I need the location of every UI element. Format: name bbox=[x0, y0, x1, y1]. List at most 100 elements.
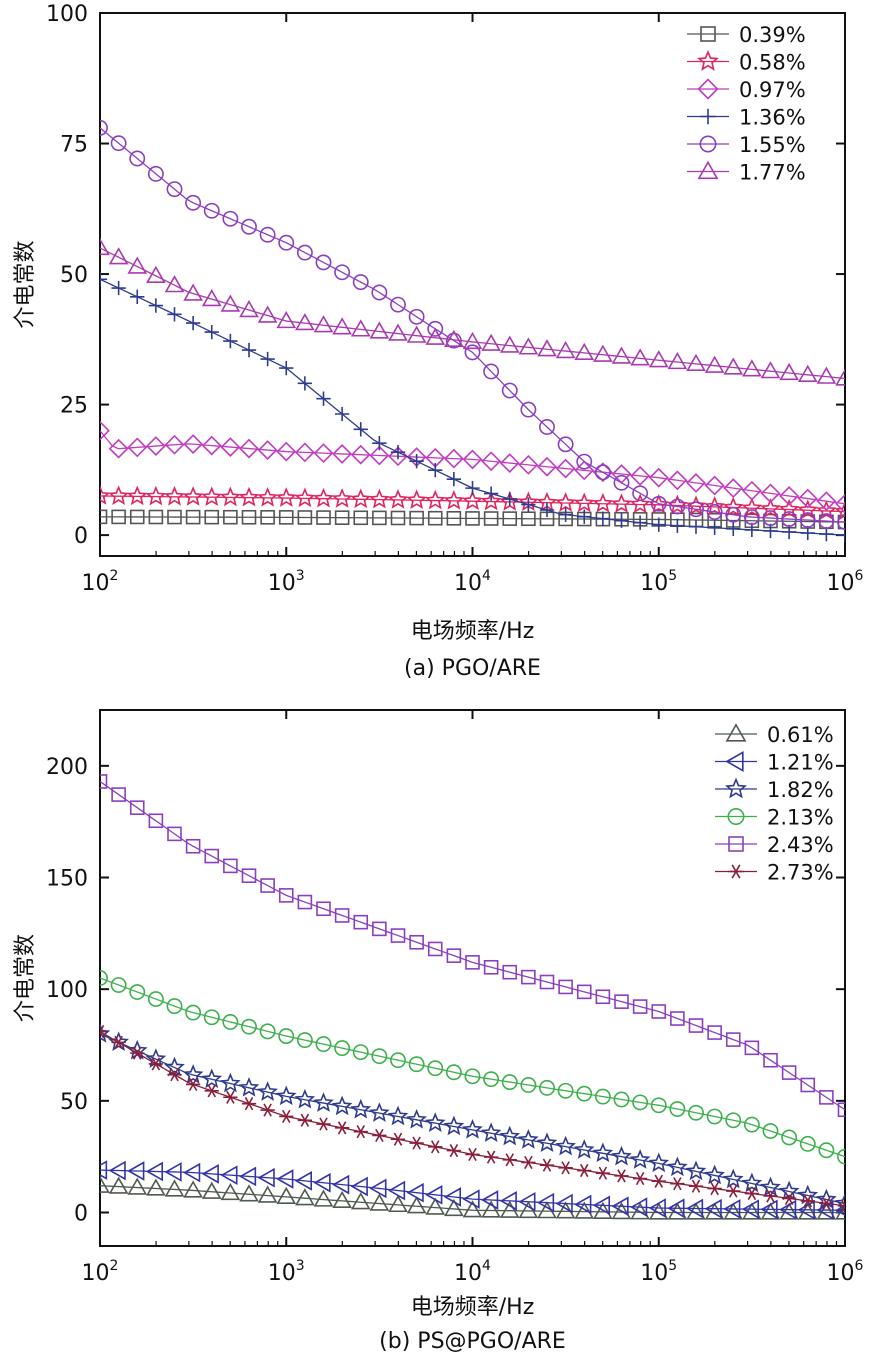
data-point bbox=[278, 234, 295, 251]
data-point bbox=[185, 838, 201, 854]
data-point bbox=[667, 1156, 688, 1177]
legend-label: 1.77% bbox=[739, 161, 806, 185]
data-point bbox=[576, 1085, 593, 1102]
data-point bbox=[185, 194, 202, 211]
legend-label: 2.73% bbox=[767, 861, 834, 885]
data-point bbox=[204, 324, 219, 340]
legend-label: 0.39% bbox=[739, 23, 806, 47]
data-point bbox=[520, 401, 537, 418]
data-point bbox=[390, 1132, 406, 1146]
data-point bbox=[425, 1185, 443, 1205]
data-point bbox=[763, 1189, 778, 1203]
data-point bbox=[185, 315, 201, 331]
data-point bbox=[799, 1135, 816, 1152]
data-point bbox=[201, 486, 223, 506]
data-point bbox=[238, 1166, 257, 1187]
data-point bbox=[353, 422, 368, 437]
data-point bbox=[557, 436, 574, 453]
data-point bbox=[100, 272, 108, 287]
data-point bbox=[614, 513, 629, 528]
x-tick-label: 103 bbox=[268, 1258, 305, 1286]
data-point bbox=[332, 444, 353, 464]
data-point bbox=[427, 320, 444, 337]
data-point bbox=[220, 1165, 238, 1185]
data-point bbox=[276, 441, 297, 462]
data-point bbox=[837, 1102, 845, 1118]
data-point bbox=[334, 1040, 351, 1057]
data-point bbox=[332, 1174, 350, 1195]
data-point bbox=[164, 1179, 185, 1197]
data-point bbox=[201, 1068, 223, 1089]
data-point bbox=[592, 1195, 611, 1216]
data-point bbox=[260, 1103, 275, 1117]
y-tick-label: 200 bbox=[46, 755, 88, 780]
data-point bbox=[632, 999, 648, 1014]
data-point bbox=[445, 1064, 462, 1081]
data-point bbox=[369, 488, 390, 509]
data-point bbox=[499, 1200, 520, 1218]
data-point bbox=[706, 1108, 723, 1125]
data-point bbox=[648, 467, 669, 488]
data-point bbox=[428, 1140, 443, 1154]
data-point bbox=[239, 438, 259, 459]
data-point bbox=[518, 1191, 536, 1212]
data-point bbox=[406, 489, 427, 510]
data-point bbox=[685, 1160, 707, 1181]
legend-entry: 2.43% bbox=[715, 833, 834, 857]
data-point bbox=[723, 478, 744, 499]
data-point bbox=[818, 513, 835, 530]
data-point bbox=[166, 998, 183, 1015]
data-point bbox=[148, 509, 164, 525]
series-1.82% bbox=[100, 1022, 845, 1213]
data-point bbox=[465, 1147, 480, 1162]
data-point bbox=[183, 1162, 201, 1183]
plot-frame bbox=[99, 12, 846, 557]
data-point bbox=[201, 1181, 222, 1199]
data-point bbox=[521, 497, 536, 512]
data-point bbox=[220, 1072, 241, 1093]
data-point bbox=[443, 1187, 462, 1207]
data-point bbox=[763, 523, 778, 539]
data-point bbox=[629, 1149, 651, 1169]
data-point bbox=[108, 485, 129, 505]
data-point bbox=[278, 888, 294, 903]
data-point bbox=[259, 226, 276, 243]
data-point bbox=[558, 1161, 573, 1175]
data-point bbox=[204, 848, 220, 864]
legend: 0.61% 1.21% 1.82% 2.13% 2.43% 2.73% bbox=[715, 723, 834, 885]
data-point bbox=[164, 275, 185, 293]
data-point bbox=[279, 1109, 294, 1124]
data-point bbox=[576, 984, 592, 1000]
data-point bbox=[388, 446, 408, 467]
x-tick-label: 103 bbox=[268, 568, 305, 596]
data-point bbox=[818, 1142, 835, 1159]
data-point bbox=[502, 1153, 517, 1167]
data-point bbox=[185, 1004, 202, 1021]
data-point bbox=[744, 1040, 760, 1056]
data-point bbox=[100, 774, 108, 789]
data-point bbox=[816, 491, 837, 512]
data-point bbox=[203, 202, 220, 219]
data-point bbox=[722, 496, 744, 517]
data-point bbox=[100, 509, 108, 525]
data-point bbox=[241, 509, 257, 525]
legend-marker bbox=[728, 864, 744, 879]
data-point bbox=[350, 1098, 372, 1119]
plot-frame bbox=[99, 709, 846, 1247]
data-point bbox=[369, 321, 390, 339]
data-point bbox=[388, 323, 408, 341]
data-point bbox=[145, 436, 166, 456]
data-point bbox=[518, 454, 539, 475]
data-point bbox=[760, 361, 781, 379]
data-point bbox=[257, 440, 278, 460]
data-point bbox=[630, 348, 650, 366]
data-point bbox=[592, 492, 614, 513]
data-point bbox=[111, 280, 126, 296]
data-point bbox=[797, 364, 818, 382]
legend: 0.39% 0.58% 0.97% 1.36% 1.55% 1.77% bbox=[687, 23, 806, 185]
data-point bbox=[499, 1191, 517, 1211]
data-point bbox=[167, 826, 182, 842]
data-point bbox=[387, 1180, 406, 1201]
legend-label: 0.58% bbox=[739, 51, 806, 75]
